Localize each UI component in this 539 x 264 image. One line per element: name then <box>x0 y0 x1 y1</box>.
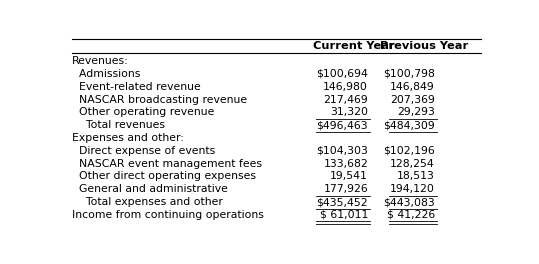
Text: General and administrative: General and administrative <box>72 184 227 194</box>
Text: Direct expense of events: Direct expense of events <box>72 146 215 156</box>
Text: $104,303: $104,303 <box>316 146 368 156</box>
Text: Total expenses and other: Total expenses and other <box>72 197 223 207</box>
Text: Other operating revenue: Other operating revenue <box>72 107 214 117</box>
Text: Income from continuing operations: Income from continuing operations <box>72 210 264 220</box>
Text: 146,849: 146,849 <box>390 82 435 92</box>
Text: Event-related revenue: Event-related revenue <box>72 82 201 92</box>
Text: $484,309: $484,309 <box>383 120 435 130</box>
Text: $100,694: $100,694 <box>316 69 368 79</box>
Text: $ 41,226: $ 41,226 <box>386 210 435 220</box>
Text: 177,926: 177,926 <box>323 184 368 194</box>
Text: $443,083: $443,083 <box>383 197 435 207</box>
Text: 207,369: 207,369 <box>390 95 435 105</box>
Text: NASCAR event management fees: NASCAR event management fees <box>72 159 261 169</box>
Text: 128,254: 128,254 <box>390 159 435 169</box>
Text: 146,980: 146,980 <box>323 82 368 92</box>
Text: $100,798: $100,798 <box>383 69 435 79</box>
Text: Expenses and other:: Expenses and other: <box>72 133 183 143</box>
Text: $496,463: $496,463 <box>316 120 368 130</box>
Text: 133,682: 133,682 <box>323 159 368 169</box>
Text: Current Year: Current Year <box>313 41 395 51</box>
Text: 29,293: 29,293 <box>397 107 435 117</box>
Text: Other direct operating expenses: Other direct operating expenses <box>72 171 255 181</box>
Text: $ 61,011: $ 61,011 <box>320 210 368 220</box>
Text: 18,513: 18,513 <box>397 171 435 181</box>
Text: NASCAR broadcasting revenue: NASCAR broadcasting revenue <box>72 95 247 105</box>
Text: 31,320: 31,320 <box>330 107 368 117</box>
Text: Previous Year: Previous Year <box>381 41 468 51</box>
Text: Total revenues: Total revenues <box>72 120 164 130</box>
Text: $435,452: $435,452 <box>316 197 368 207</box>
Text: $102,196: $102,196 <box>383 146 435 156</box>
Text: 19,541: 19,541 <box>330 171 368 181</box>
Text: Revenues:: Revenues: <box>72 56 128 66</box>
Text: Admissions: Admissions <box>72 69 140 79</box>
Text: 217,469: 217,469 <box>323 95 368 105</box>
Text: 194,120: 194,120 <box>390 184 435 194</box>
